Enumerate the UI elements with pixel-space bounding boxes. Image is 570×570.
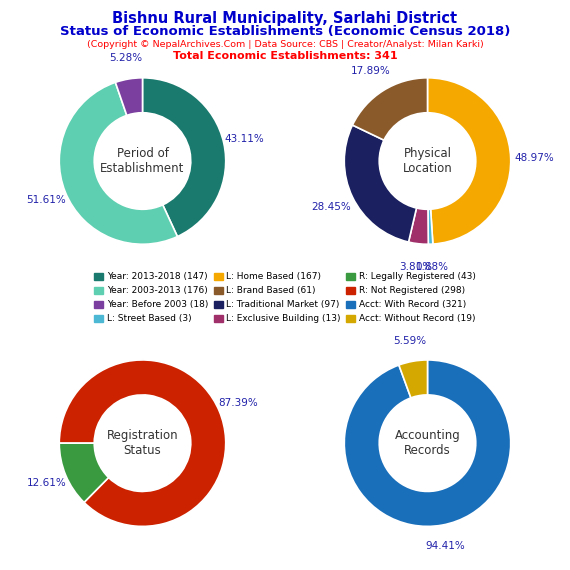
- Text: 87.39%: 87.39%: [218, 398, 258, 408]
- Text: 5.28%: 5.28%: [109, 54, 142, 63]
- Wedge shape: [59, 443, 109, 502]
- Wedge shape: [59, 360, 226, 526]
- Text: 5.59%: 5.59%: [393, 336, 426, 346]
- Text: 12.61%: 12.61%: [27, 478, 67, 488]
- Text: Total Economic Establishments: 341: Total Economic Establishments: 341: [173, 51, 397, 62]
- Wedge shape: [115, 78, 142, 115]
- Text: 28.45%: 28.45%: [312, 202, 351, 212]
- Text: 0.88%: 0.88%: [415, 262, 448, 272]
- Wedge shape: [352, 78, 428, 140]
- Text: Status of Economic Establishments (Economic Census 2018): Status of Economic Establishments (Econo…: [60, 25, 510, 38]
- Text: 17.89%: 17.89%: [351, 66, 390, 76]
- Wedge shape: [142, 78, 226, 237]
- Wedge shape: [399, 360, 428, 398]
- Wedge shape: [344, 125, 417, 242]
- Text: 94.41%: 94.41%: [426, 540, 466, 551]
- Text: Registration
Status: Registration Status: [107, 429, 178, 457]
- Text: 51.61%: 51.61%: [26, 195, 66, 205]
- Wedge shape: [428, 209, 433, 244]
- Legend: Year: 2013-2018 (147), Year: 2003-2013 (176), Year: Before 2003 (18), L: Street : Year: 2013-2018 (147), Year: 2003-2013 (…: [94, 272, 476, 323]
- Text: 3.81%: 3.81%: [399, 262, 432, 272]
- Text: Physical
Location: Physical Location: [402, 147, 453, 175]
- Text: Period of
Establishment: Period of Establishment: [100, 147, 185, 175]
- Wedge shape: [344, 360, 511, 526]
- Text: Bishnu Rural Municipality, Sarlahi District: Bishnu Rural Municipality, Sarlahi Distr…: [112, 11, 458, 26]
- Text: 48.97%: 48.97%: [514, 153, 554, 162]
- Wedge shape: [409, 208, 428, 245]
- Text: (Copyright © NepalArchives.Com | Data Source: CBS | Creator/Analyst: Milan Karki: (Copyright © NepalArchives.Com | Data So…: [87, 40, 483, 49]
- Wedge shape: [428, 78, 511, 244]
- Wedge shape: [59, 82, 177, 244]
- Text: Accounting
Records: Accounting Records: [394, 429, 461, 457]
- Text: 43.11%: 43.11%: [224, 134, 264, 144]
